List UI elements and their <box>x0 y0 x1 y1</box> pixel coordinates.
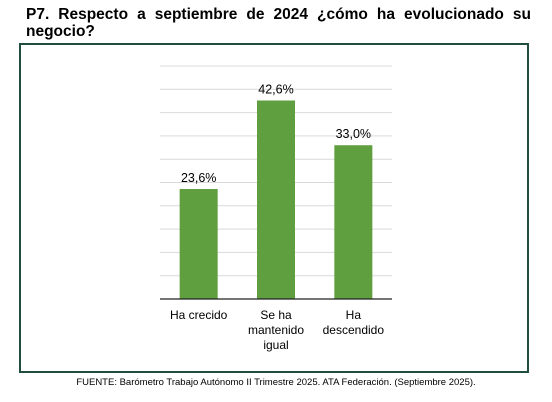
source-note: FUENTE: Barómetro Trabajo Autónomo II Tr… <box>76 377 476 388</box>
data-label: 33,0% <box>336 127 371 141</box>
data-label: 42,6% <box>258 82 293 96</box>
category-labels: Ha crecido Se ha mantenido igual Ha descendid… <box>170 308 384 352</box>
bar <box>334 145 373 299</box>
bar <box>257 100 295 299</box>
bar <box>179 189 218 299</box>
data-label: 23,6% <box>181 171 216 185</box>
bars <box>179 100 373 299</box>
category-label: Ha descendido <box>323 308 385 337</box>
question-title: P7. Respecto a septiembre de 2024 ¿cómo … <box>26 6 531 40</box>
value-labels: 23,6% 42,6% 33,0% <box>181 82 371 185</box>
category-label: Se ha mantenido igual <box>248 308 304 352</box>
category-label: Ha crecido <box>170 308 228 322</box>
